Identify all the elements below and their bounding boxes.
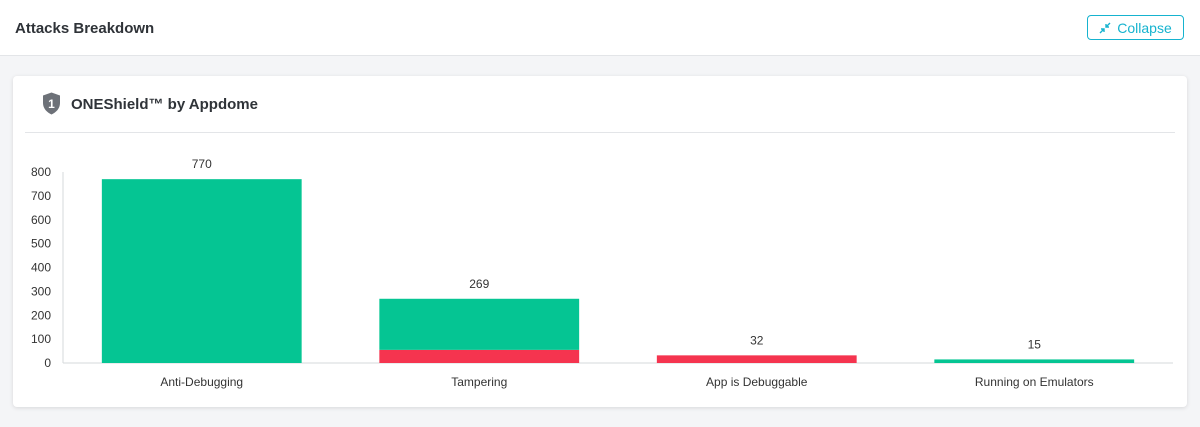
bar-segment: [101, 179, 302, 363]
y-tick-label: 0: [44, 356, 51, 370]
x-tick-label: Running on Emulators: [975, 375, 1094, 389]
y-tick-label: 300: [31, 284, 51, 298]
collapse-button-label: Collapse: [1117, 19, 1172, 36]
bar-segment: [379, 349, 580, 363]
attacks-bar-chart: 0 100 200 300 400 500 600 700 800 770 Anti-Debuggi…: [31, 157, 1173, 389]
bar-segment: [656, 355, 857, 363]
card-header: 1 ONEShield™ by Appdome: [25, 76, 1175, 133]
bar-value-label: 770: [192, 157, 212, 171]
y-tick-label: 200: [31, 308, 51, 322]
collapse-arrows-icon: [1099, 22, 1111, 33]
bar-segment: [379, 298, 580, 350]
y-tick-label: 600: [31, 213, 51, 227]
y-tick-label: 500: [31, 237, 51, 251]
bar-segment: [934, 359, 1135, 363]
y-tick-label: 800: [31, 165, 51, 179]
bar-value-label: 32: [750, 333, 764, 347]
x-tick-label: Tampering: [451, 375, 507, 389]
y-tick-label: 400: [31, 261, 51, 275]
y-tick-label: 700: [31, 189, 51, 203]
page-header: Attacks Breakdown Collapse: [0, 0, 1200, 56]
page-title: Attacks Breakdown: [15, 20, 155, 37]
shield-badge-number: 1: [48, 97, 55, 111]
y-tick-label: 100: [31, 332, 51, 346]
bar-value-label: 15: [1028, 337, 1042, 351]
collapse-button[interactable]: Collapse: [1087, 15, 1184, 40]
shield-icon: 1: [43, 92, 60, 115]
bar-value-label: 269: [469, 277, 489, 291]
card-title: ONEShield™ by Appdome: [71, 96, 258, 113]
x-tick-label: Anti-Debugging: [160, 375, 243, 389]
x-tick-label: App is Debuggable: [706, 375, 808, 389]
oneshield-card: 1 ONEShield™ by Appdome 0 100 200 300 400 500…: [13, 76, 1187, 407]
